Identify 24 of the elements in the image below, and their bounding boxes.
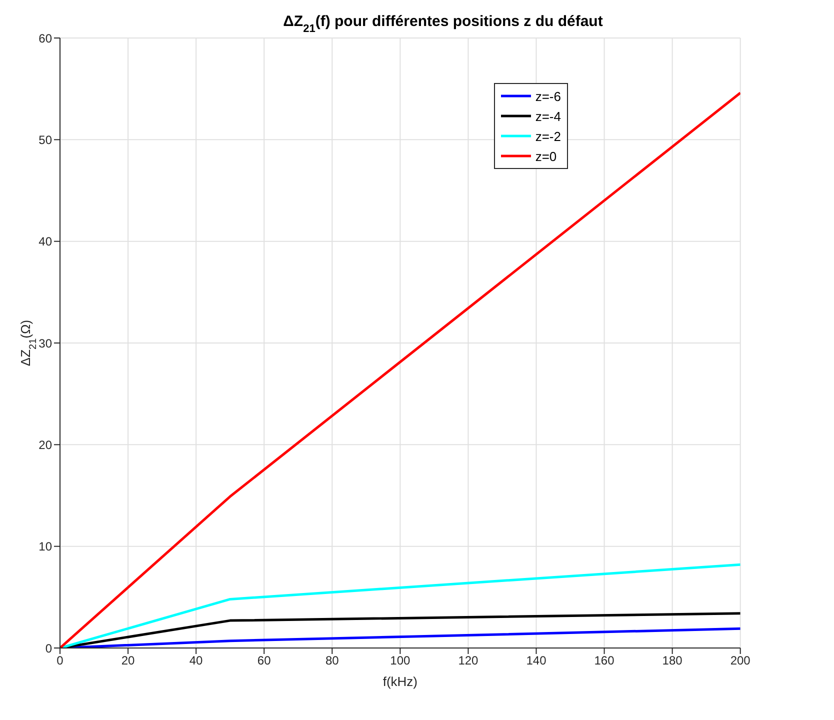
y-tick-label: 10 xyxy=(38,540,52,554)
legend-label: z=0 xyxy=(535,148,557,164)
legend-label: z=-2 xyxy=(535,128,561,144)
x-tick-label: 200 xyxy=(730,654,751,668)
x-tick-label: 180 xyxy=(662,654,683,668)
y-tick-label: 0 xyxy=(45,641,52,656)
y-tick-label: 40 xyxy=(38,234,52,249)
x-tick-label: 160 xyxy=(594,654,615,668)
x-tick-label: 60 xyxy=(257,654,272,668)
y-tick-label: 60 xyxy=(38,31,52,46)
legend-label: z=-4 xyxy=(535,108,561,124)
legend-label: z=-6 xyxy=(535,88,561,104)
x-tick-label: 80 xyxy=(325,654,340,668)
x-tick-label: 100 xyxy=(390,654,411,668)
x-tick-label: 140 xyxy=(526,654,547,668)
y-tick-label: 30 xyxy=(38,336,52,350)
x-tick-label: 40 xyxy=(189,654,204,668)
x-tick-label: 0 xyxy=(56,654,64,668)
y-tick-label: 20 xyxy=(38,438,52,452)
chart-title: ΔZ$_{21}$(f) pour différentes positions z du défaut xyxy=(283,13,603,35)
x-tick-label: 20 xyxy=(121,654,136,668)
x-tick-label: 120 xyxy=(458,654,479,668)
x-axis-title: f(kHz) xyxy=(382,674,418,689)
y-tick-label: 50 xyxy=(38,132,52,147)
